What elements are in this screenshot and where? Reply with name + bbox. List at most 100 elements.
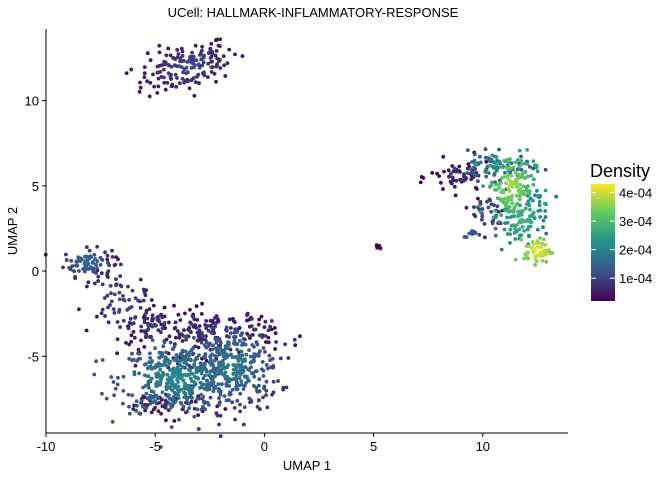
data-point <box>118 262 123 267</box>
data-point <box>522 256 527 261</box>
data-point <box>200 63 205 68</box>
data-point <box>525 254 529 259</box>
data-point <box>516 158 520 162</box>
data-point <box>206 61 211 66</box>
data-point <box>543 188 548 193</box>
data-point <box>157 355 162 360</box>
data-point <box>86 280 91 285</box>
data-point <box>501 190 506 195</box>
data-point <box>179 332 184 336</box>
data-point <box>200 301 205 306</box>
data-point <box>85 260 90 265</box>
data-point <box>160 326 165 331</box>
data-point <box>141 329 146 333</box>
data-point <box>100 391 104 396</box>
data-point <box>465 171 470 176</box>
data-point <box>263 334 268 338</box>
data-point <box>538 236 543 240</box>
data-point <box>517 164 522 169</box>
data-point <box>257 317 261 322</box>
data-point <box>515 202 520 206</box>
data-point <box>155 380 160 384</box>
data-point <box>468 167 473 171</box>
data-point <box>149 376 154 381</box>
data-point <box>168 340 173 345</box>
data-point <box>535 169 540 174</box>
data-point <box>535 253 540 257</box>
data-point <box>196 427 201 431</box>
data-point <box>193 80 198 84</box>
data-point <box>75 263 80 268</box>
data-point <box>283 342 287 347</box>
data-point <box>209 357 213 362</box>
data-point <box>185 77 190 82</box>
data-point <box>84 328 89 333</box>
data-point <box>218 37 223 42</box>
data-point <box>227 335 232 339</box>
data-point <box>183 311 187 316</box>
data-point <box>493 233 498 238</box>
data-point <box>184 65 189 70</box>
data-point <box>520 217 524 222</box>
data-point <box>544 231 549 236</box>
data-point <box>160 315 165 320</box>
data-point <box>531 198 535 203</box>
data-point <box>266 335 271 340</box>
data-point <box>263 350 267 354</box>
data-point <box>124 71 129 75</box>
data-point <box>526 184 530 189</box>
data-point <box>201 399 206 404</box>
data-point <box>471 230 476 235</box>
data-point <box>540 241 545 246</box>
data-point <box>194 367 199 372</box>
data-point <box>184 400 188 405</box>
data-point <box>541 218 546 223</box>
data-point <box>109 291 113 296</box>
data-point <box>114 283 118 288</box>
data-point <box>162 80 167 85</box>
data-point <box>133 296 138 300</box>
data-point <box>159 411 164 416</box>
data-point <box>231 367 236 372</box>
data-point <box>464 235 469 240</box>
data-point <box>115 337 120 342</box>
data-point <box>502 227 507 232</box>
data-point <box>168 53 173 58</box>
data-point <box>218 66 223 70</box>
data-point <box>512 205 517 210</box>
data-point <box>535 241 539 245</box>
data-point <box>183 349 188 354</box>
data-point <box>165 80 170 85</box>
data-point <box>508 232 512 237</box>
data-point <box>187 353 191 358</box>
data-point <box>206 75 210 79</box>
y-tick-label: 10 <box>25 94 39 109</box>
data-point <box>167 320 171 325</box>
data-point <box>134 399 139 404</box>
data-point <box>175 76 179 80</box>
data-point <box>209 60 214 64</box>
data-point <box>172 390 177 395</box>
data-point <box>237 339 242 343</box>
data-point <box>199 340 204 345</box>
data-point <box>92 281 97 286</box>
data-point <box>543 215 548 219</box>
data-point <box>235 342 240 346</box>
data-point <box>180 348 185 353</box>
data-point <box>162 340 167 345</box>
data-point <box>167 361 172 366</box>
data-point <box>206 51 211 55</box>
data-point <box>203 373 208 378</box>
data-point <box>508 166 513 171</box>
data-point <box>244 352 249 357</box>
data-point <box>199 392 204 397</box>
data-point <box>473 214 478 219</box>
data-point <box>201 60 206 65</box>
data-point <box>127 357 132 361</box>
data-point <box>113 386 118 391</box>
data-point <box>239 333 243 338</box>
data-point <box>92 372 97 377</box>
data-point <box>189 386 194 390</box>
data-point <box>106 269 111 274</box>
data-point <box>262 384 267 389</box>
